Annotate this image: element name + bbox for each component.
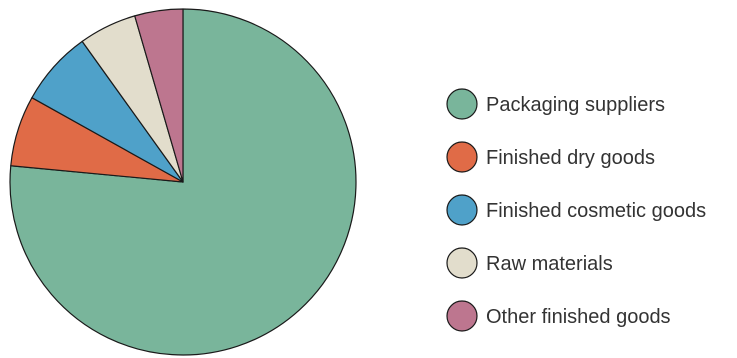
pie-slices — [9, 8, 357, 356]
legend-swatch-packaging-suppliers — [446, 88, 478, 120]
legend-item-packaging-suppliers: Packaging suppliers — [446, 88, 665, 120]
legend-label-other-finished-goods: Other finished goods — [486, 306, 671, 328]
legend-swatch-raw-materials — [446, 247, 478, 279]
legend: Packaging suppliers Finished dry goods Fin… — [446, 88, 706, 332]
legend-swatch-finished-cosmetic-goods — [446, 194, 478, 226]
legend-item-raw-materials: Raw materials — [446, 247, 613, 279]
legend-label-raw-materials: Raw materials — [486, 253, 613, 275]
legend-label-finished-cosmetic-goods: Finished cosmetic goods — [486, 200, 706, 222]
legend-swatch-finished-dry-goods — [446, 141, 478, 173]
legend-label-packaging-suppliers: Packaging suppliers — [486, 94, 665, 116]
pie-slice-other-finished-goods — [134, 8, 184, 183]
legend-label-finished-dry-goods: Finished dry goods — [486, 147, 655, 169]
legend-item-other-finished-goods: Other finished goods — [446, 300, 671, 332]
legend-item-finished-dry-goods: Finished dry goods — [446, 141, 655, 173]
legend-item-finished-cosmetic-goods: Finished cosmetic goods — [446, 194, 706, 226]
legend-swatch-other-finished-goods — [446, 300, 478, 332]
